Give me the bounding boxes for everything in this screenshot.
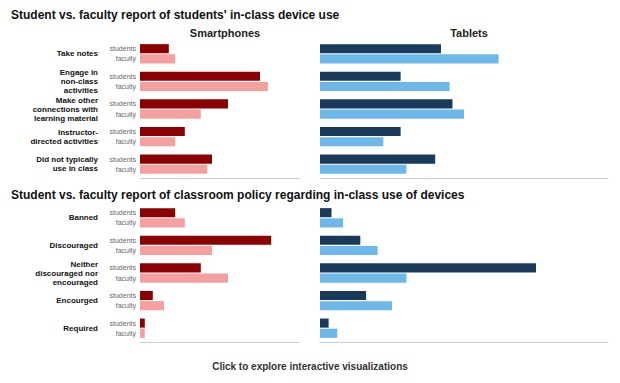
svg-text:faculty: faculty <box>116 55 137 63</box>
svg-text:use in class: use in class <box>53 164 99 173</box>
svg-text:learning material: learning material <box>34 114 98 123</box>
svg-text:non-class: non-class <box>61 77 99 86</box>
svg-text:discouraged nor: discouraged nor <box>35 269 98 278</box>
svg-text:Student vs. faculty report of: Student vs. faculty report of classroom … <box>11 188 465 202</box>
svg-text:connections with: connections with <box>33 105 98 114</box>
svg-text:students: students <box>110 209 137 216</box>
svg-text:faculty: faculty <box>116 330 137 338</box>
svg-text:Click to explore interactive v: Click to explore interactive visualizati… <box>212 361 408 372</box>
svg-text:Did not typically: Did not typically <box>36 155 98 164</box>
svg-text:faculty: faculty <box>116 166 137 174</box>
svg-text:students: students <box>110 264 137 271</box>
svg-text:Tablets: Tablets <box>450 27 488 39</box>
svg-text:Neither: Neither <box>70 260 98 269</box>
svg-text:Engage in: Engage in <box>60 68 98 77</box>
svg-text:Banned: Banned <box>69 213 98 222</box>
svg-text:activities: activities <box>64 86 99 95</box>
svg-text:students: students <box>110 45 137 52</box>
svg-text:encouraged: encouraged <box>53 278 98 287</box>
svg-text:Discouraged: Discouraged <box>50 241 99 250</box>
svg-text:Take notes: Take notes <box>57 49 99 58</box>
svg-text:students: students <box>110 128 137 135</box>
svg-text:Student vs. faculty report of: Student vs. faculty report of students' … <box>11 8 340 22</box>
svg-text:faculty: faculty <box>116 302 137 310</box>
svg-text:students: students <box>110 292 137 299</box>
svg-text:Instructor-: Instructor- <box>58 128 98 137</box>
svg-text:Make other: Make other <box>56 96 98 105</box>
svg-text:faculty: faculty <box>116 275 137 283</box>
svg-text:students: students <box>110 100 137 107</box>
svg-text:faculty: faculty <box>116 247 137 255</box>
svg-text:faculty: faculty <box>116 111 137 119</box>
svg-text:students: students <box>110 237 137 244</box>
svg-text:Encourged: Encourged <box>56 296 98 305</box>
svg-text:Smartphones: Smartphones <box>190 27 260 39</box>
svg-text:Required: Required <box>63 324 98 333</box>
svg-text:directed activities: directed activities <box>30 137 98 146</box>
svg-text:faculty: faculty <box>116 219 137 227</box>
svg-text:students: students <box>110 73 137 80</box>
svg-text:faculty: faculty <box>116 138 137 146</box>
svg-text:students: students <box>110 320 137 327</box>
svg-text:faculty: faculty <box>116 83 137 91</box>
svg-text:students: students <box>110 156 137 163</box>
